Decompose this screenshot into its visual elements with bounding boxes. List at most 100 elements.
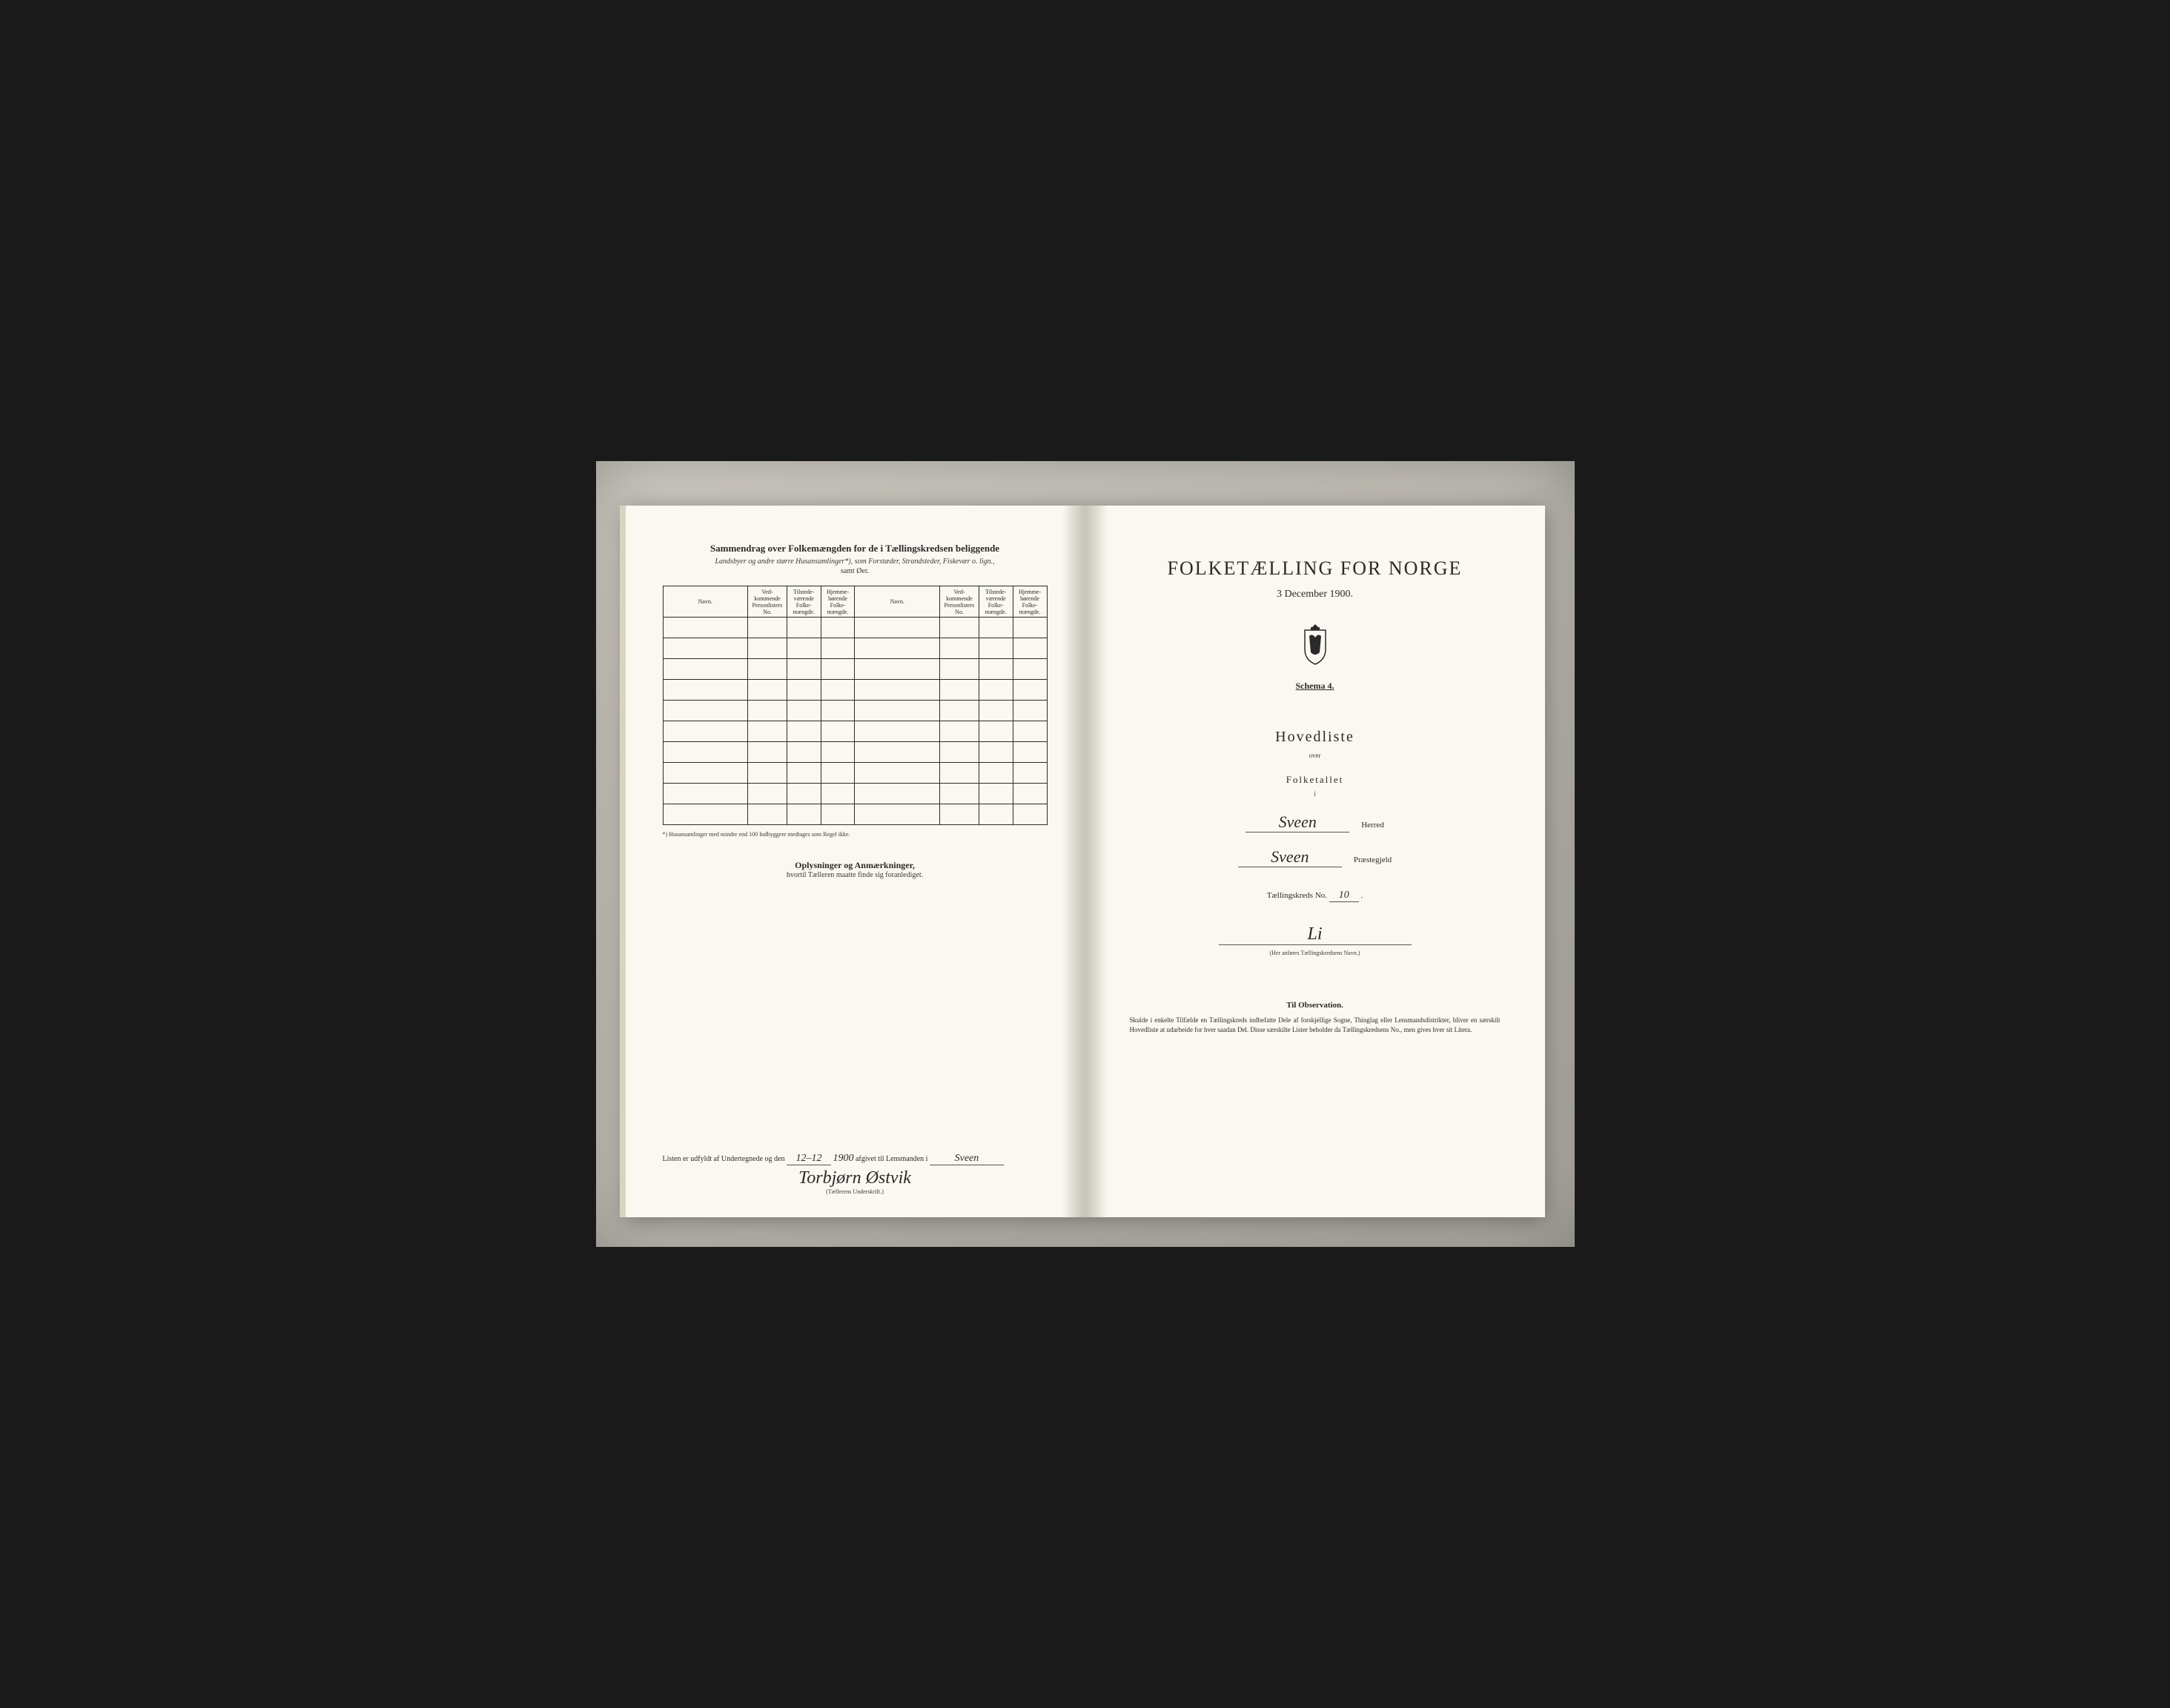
table-row [663,763,1047,784]
table-cell [979,804,1013,825]
table-cell [787,618,821,638]
table-cell [663,659,748,680]
table-row [663,659,1047,680]
th-col3-1: Hjemme-hørende Folke-mængde. [821,586,855,618]
table-cell [821,804,855,825]
prastegjeld-value: Sveen [1238,847,1342,867]
kreds-name-row: Li [1122,924,1508,945]
table-cell [1013,618,1047,638]
crest-icon [1299,623,1332,666]
kreds-name-value: Li [1219,924,1412,945]
table-cell [663,784,748,804]
table-cell [663,701,748,721]
table-cell [748,701,787,721]
bottom-attestation-line: Listen er udfyldt af Undertegnede og den… [663,1153,1048,1165]
table-cell [787,742,821,763]
table-cell [1013,804,1047,825]
table-cell [787,763,821,784]
table-cell [748,638,787,659]
table-cell [979,659,1013,680]
table-cell [855,680,940,701]
table-cell [979,742,1013,763]
left-page-subtitle2: samt Øer. [663,567,1048,575]
th-navn-1: Navn. [663,586,748,618]
table-cell [787,804,821,825]
table-cell [748,784,787,804]
prastegjeld-label: Præstegjeld [1354,855,1392,864]
summary-table: Navn. Ved-kommende Personlisters No. Til… [663,586,1048,825]
table-cell [821,659,855,680]
bottom-date1: 12–12 [787,1153,831,1165]
table-cell [787,638,821,659]
table-row [663,721,1047,742]
herred-label: Herred [1361,821,1384,830]
table-cell [979,618,1013,638]
kreds-no-value: 10 [1329,890,1359,902]
right-page: FOLKETÆLLING FOR NORGE 3 December 1900. … [1085,506,1545,1217]
table-row [663,804,1047,825]
kreds-no-label: Tællingskreds No. [1267,891,1327,900]
table-row [663,680,1047,701]
table-cell [979,784,1013,804]
bottom-date2: 1900 [833,1153,853,1164]
table-row [663,638,1047,659]
table-row [663,742,1047,763]
table-cell [748,618,787,638]
herred-value: Sveen [1246,812,1349,833]
oplysninger-subtitle: hvortil Tælleren maatte finde sig foranl… [663,871,1048,879]
table-cell [855,659,940,680]
table-cell [787,659,821,680]
hovedliste-title: Hovedliste [1122,729,1508,746]
table-cell [855,618,940,638]
table-cell [787,784,821,804]
table-cell [663,804,748,825]
table-cell [748,763,787,784]
table-cell [821,784,855,804]
table-cell [821,701,855,721]
left-page: Sammendrag over Folkemængden for de i Tæ… [626,506,1085,1217]
over-label: over [1122,752,1508,759]
table-cell [787,680,821,701]
signature-name: Torbjørn Østvik [626,1168,1085,1188]
bottom-middle: afgivet til Lensmanden i [856,1155,927,1163]
table-cell [1013,638,1047,659]
table-cell [979,701,1013,721]
table-cell [1013,701,1047,721]
herred-row: Sveen Herred [1122,812,1508,833]
table-footnote: *) Husansamlinger med mindre end 100 Ind… [663,831,1048,838]
left-page-subtitle: Landsbyer og andre større Husansamlinger… [663,557,1048,566]
table-row [663,701,1047,721]
table-cell [748,721,787,742]
table-cell [940,763,979,784]
th-col2-1: Tilstede-værende Folke-mængde. [787,586,821,618]
th-col2-2: Tilstede-værende Folke-mængde. [979,586,1013,618]
table-cell [940,659,979,680]
book-spread: Sammendrag over Folkemængden for de i Tæ… [626,506,1545,1217]
bottom-place: Sveen [930,1153,1004,1165]
table-cell [855,638,940,659]
observation-text: Skulde i enkelte Tilfælde en Tællingskre… [1122,1016,1508,1034]
table-cell [821,638,855,659]
table-cell [940,680,979,701]
table-cell [1013,659,1047,680]
bottom-prefix: Listen er udfyldt af Undertegnede og den [663,1155,785,1163]
table-cell [940,721,979,742]
table-cell [940,742,979,763]
oplysninger-title: Oplysninger og Anmærkninger, [663,860,1048,871]
table-row [663,784,1047,804]
table-cell [1013,784,1047,804]
left-page-title: Sammendrag over Folkemængden for de i Tæ… [663,543,1048,555]
table-cell [979,638,1013,659]
table-cell [855,784,940,804]
table-cell [787,721,821,742]
table-cell [821,680,855,701]
th-col1-2: Ved-kommende Personlisters No. [940,586,979,618]
table-cell [663,638,748,659]
kreds-number-row: Tællingskreds No. 10 . [1122,890,1508,902]
table-cell [855,701,940,721]
table-cell [663,618,748,638]
table-cell [748,742,787,763]
table-cell [855,804,940,825]
table-cell [979,680,1013,701]
table-cell [940,804,979,825]
